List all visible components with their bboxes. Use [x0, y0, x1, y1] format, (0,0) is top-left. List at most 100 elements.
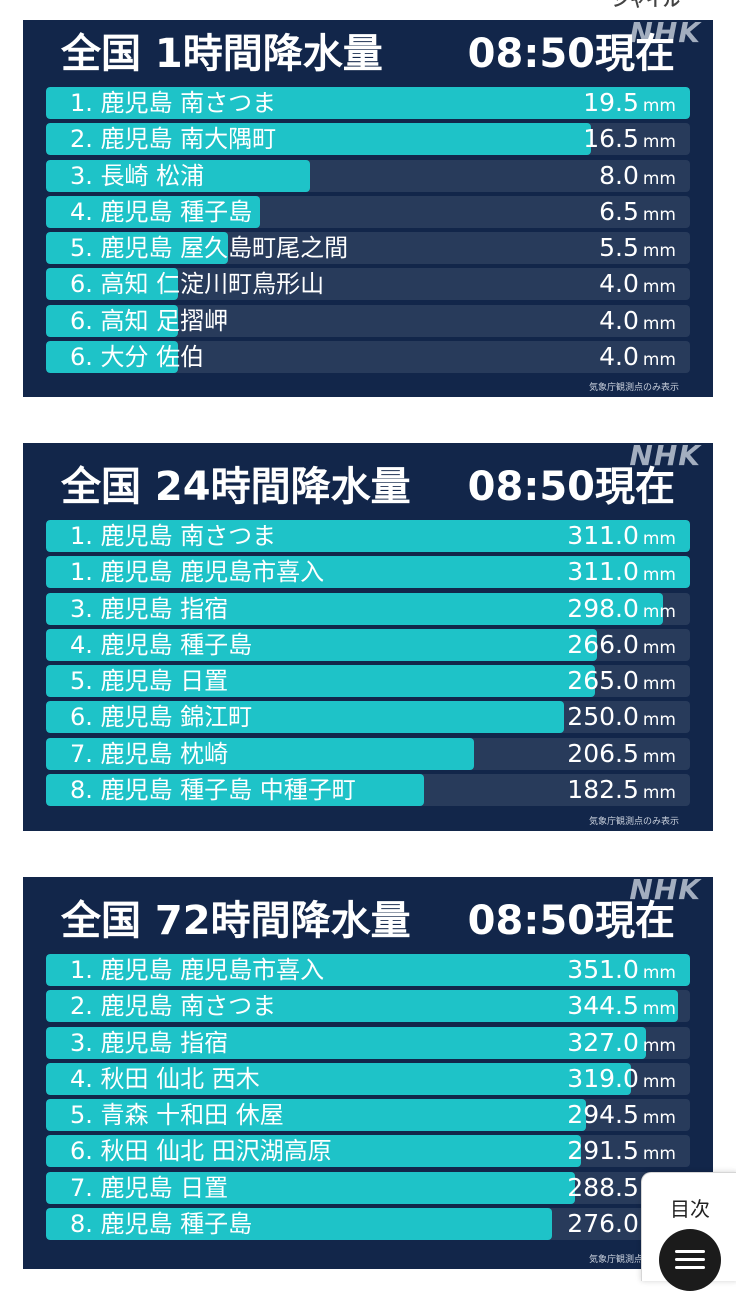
rainfall-bar: [46, 1062, 632, 1095]
list-icon[interactable]: [659, 1229, 721, 1291]
rainfall-number: 266.0: [567, 629, 639, 659]
card-title-time: 08:50現在: [467, 464, 675, 510]
card-title-label: 全国 24時間降水量: [61, 464, 411, 510]
rainfall-unit: mm: [642, 1035, 676, 1056]
rainfall-number: 4.0: [599, 305, 639, 335]
rainfall-number: 4.0: [599, 269, 639, 299]
station-label: 6. 大分 佐伯: [70, 343, 205, 372]
ranking-row: 6. 大分 佐伯 4.0 mm: [46, 341, 690, 374]
rainfall-value: 6.5 mm: [599, 196, 676, 228]
rainfall-bar: [46, 159, 311, 192]
station-label: 4. 鹿児島 種子島: [70, 630, 253, 659]
rainfall-bar: [46, 1171, 576, 1204]
station-label: 1. 鹿児島 南さつま: [70, 522, 277, 550]
rainfall-unit: mm: [642, 746, 676, 767]
rainfall-value: 4.0 mm: [599, 268, 676, 300]
station-label: 2. 鹿児島 南大隅町: [70, 125, 277, 154]
rainfall-bar: [46, 87, 690, 119]
rainfall-bar: [46, 1099, 587, 1132]
rainfall-value: 291.5 mm: [567, 1135, 676, 1167]
rainfall-number: 311.0: [567, 521, 639, 550]
rainfall-1h-card: NHK 全国 1時間降水量 08:50現在 1. 鹿児島 南さつま 19.5 mm 2…: [23, 16, 713, 397]
ranking-list: 1. 鹿児島 鹿児島市喜入 351.0 mm 2. 鹿児島 南さつま 344.5 mm 3.…: [46, 954, 690, 1244]
rainfall-bar: [46, 665, 595, 698]
rainfall-value: 250.0 mm: [567, 701, 676, 733]
station-label: 6. 秋田 仙北 田沢湖高原: [70, 1137, 332, 1166]
rainfall-unit: mm: [642, 529, 676, 549]
rainfall-unit: mm: [642, 601, 676, 622]
rainfall-value: 16.5 mm: [583, 123, 676, 155]
ranking-row: 3. 鹿児島 指宿 298.0 mm: [46, 592, 690, 625]
rainfall-unit: mm: [642, 204, 676, 225]
rainfall-value: 294.5 mm: [567, 1099, 676, 1131]
rainfall-number: 206.5: [567, 738, 639, 768]
station-label: 3. 長崎 松浦: [70, 161, 205, 190]
rainfall-number: 8.0: [599, 160, 639, 190]
station-label: 6. 鹿児島 錦江町: [70, 703, 253, 732]
rainfall-value: 19.5 mm: [583, 87, 676, 119]
rainfall-unit: mm: [642, 277, 676, 298]
rainfall-unit: mm: [642, 783, 676, 804]
ranking-row: 5. 鹿児島 屋久島町尾之間 5.5 mm: [46, 232, 690, 265]
rainfall-value: 265.0 mm: [567, 665, 676, 697]
rainfall-bar: [46, 123, 591, 156]
ranking-row: 5. 青森 十和田 休屋 294.5 mm: [46, 1099, 690, 1132]
ranking-row: 4. 鹿児島 種子島 266.0 mm: [46, 628, 690, 661]
table-of-contents-button[interactable]: 目次: [641, 1172, 736, 1291]
station-label: 4. 鹿児島 種子島: [70, 197, 253, 226]
rainfall-unit: mm: [642, 96, 676, 116]
station-label: 3. 鹿児島 指宿: [70, 594, 229, 623]
ranking-row: 6. 秋田 仙北 田沢湖高原 291.5 mm: [46, 1135, 690, 1168]
card-title-label: 全国 1時間降水量: [61, 31, 383, 77]
rainfall-number: 294.5: [567, 1100, 639, 1130]
ranking-row: 2. 鹿児島 南大隅町 16.5 mm: [46, 123, 690, 156]
ranking-row: 1. 鹿児島 南さつま 19.5 mm: [46, 87, 690, 119]
source-note: 気象庁観測点のみ表示: [588, 1255, 679, 1265]
rainfall-number: 4.0: [599, 342, 639, 372]
rainfall-bar: [46, 304, 179, 337]
rainfall-number: 5.5: [599, 233, 639, 263]
rainfall-bar: [46, 990, 678, 1023]
rainfall-value: 311.0 mm: [567, 520, 676, 552]
station-label: 7. 鹿児島 枕崎: [70, 739, 229, 768]
ranking-row: 3. 長崎 松浦 8.0 mm: [46, 159, 690, 192]
rainfall-unit: mm: [642, 132, 676, 153]
station-label: 1. 鹿児島 南さつま: [70, 89, 277, 117]
rainfall-number: 319.0: [567, 1063, 639, 1093]
rainfall-value: 8.0 mm: [599, 160, 676, 192]
card-title-time: 08:50現在: [467, 31, 675, 77]
rainfall-unit: mm: [642, 1071, 676, 1092]
rainfall-number: 265.0: [567, 666, 639, 696]
station-label: 1. 鹿児島 鹿児島市喜入: [70, 558, 325, 587]
rainfall-value: 182.5 mm: [567, 774, 676, 806]
rainfall-unit: mm: [642, 637, 676, 658]
station-label: 8. 鹿児島 種子島: [70, 1210, 253, 1239]
top-fragment-text: シャイル: [612, 0, 680, 11]
rainfall-number: 311.0: [567, 557, 639, 587]
rainfall-number: 344.5: [567, 991, 639, 1021]
rainfall-bar: [46, 232, 228, 265]
rainfall-unit: mm: [642, 963, 676, 983]
rainfall-number: 19.5: [583, 88, 639, 117]
nhk-logo: NHK: [629, 873, 701, 906]
station-label: 2. 鹿児島 南さつま: [70, 992, 277, 1021]
card-title-time: 08:50現在: [467, 898, 675, 944]
rainfall-bar: [46, 701, 564, 734]
rainfall-bar: [46, 268, 179, 301]
rainfall-value: 266.0 mm: [567, 629, 676, 661]
card-title-label: 全国 72時間降水量: [61, 898, 411, 944]
rainfall-bar: [46, 556, 690, 589]
rainfall-number: 351.0: [567, 955, 639, 984]
ranking-row: 8. 鹿児島 種子島 中種子町 182.5 mm: [46, 774, 690, 807]
ranking-row: 6. 高知 仁淀川町鳥形山 4.0 mm: [46, 268, 690, 301]
rainfall-unit: mm: [642, 710, 676, 731]
station-label: 6. 高知 足摺岬: [70, 306, 229, 335]
rainfall-72h-card: NHK 全国 72時間降水量 08:50現在 1. 鹿児島 鹿児島市喜入 351.…: [23, 873, 713, 1269]
rainfall-unit: mm: [642, 241, 676, 262]
rainfall-value: 4.0 mm: [599, 305, 676, 337]
rainfall-bar: [46, 628, 597, 661]
rainfall-24h-card: NHK 全国 24時間降水量 08:50現在 1. 鹿児島 南さつま 311.0 m…: [23, 439, 713, 831]
rainfall-bar: [46, 774, 425, 807]
rainfall-unit: mm: [642, 565, 676, 586]
